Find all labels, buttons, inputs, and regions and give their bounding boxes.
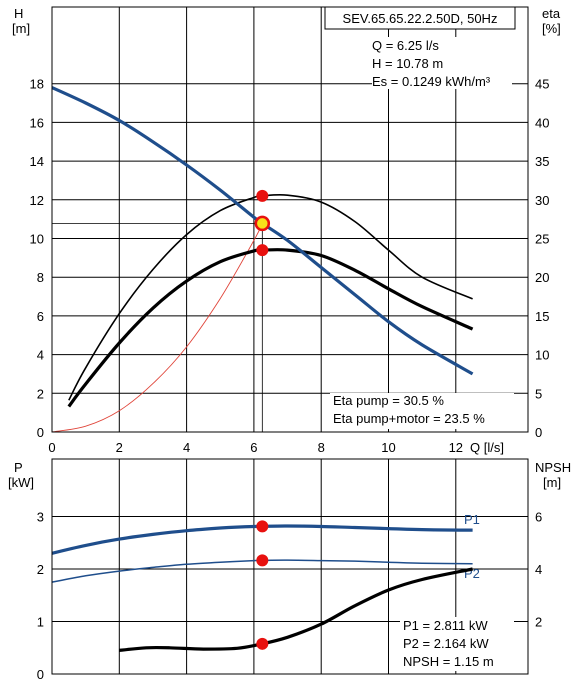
info-energy: Es = 0.1249 kWh/m³ [372,74,491,89]
x-tick-label: 10 [381,440,395,455]
info-box-bottom [400,617,514,671]
info-box-top [372,37,512,89]
x-tick-label: 12 [449,440,463,455]
eta-pump-motor-curve [67,248,474,408]
y-right-tick-label: 5 [535,386,542,401]
x-axis-label: Q [l/s] [470,440,504,455]
y-left-tick-label: 10 [30,232,44,247]
power-point-marker [256,554,269,567]
y-right-tick-label: 25 [535,232,549,247]
y-right-tick-label: 0 [535,425,542,440]
info-head: H = 10.78 m [372,56,443,71]
y-right-tick-label: 20 [535,270,549,285]
y-right-unit-top: [%] [542,21,561,36]
chart-title: SEV.65.65.22.2.50D, 50Hz [343,11,498,26]
y-left-tick-label: 18 [30,77,44,92]
x-tick-label: 0 [48,440,55,455]
bottom-chart-grid: 0 1 2 3 2 4 6 [37,459,542,682]
y-right-tick-label: 15 [535,309,549,324]
npsh-curve [119,567,473,652]
duty-point-markers [254,189,271,650]
info-p2: P2 = 2.164 kW [403,636,489,651]
y-left-tick-label: 6 [37,309,44,324]
eta-pump-text: Eta pump = 30.5 % [333,393,444,408]
eta-motor-text: Eta pump+motor = 23.5 % [333,411,485,426]
eta-box [330,393,514,429]
info-npsh: NPSH = 1.15 m [403,654,494,669]
y-left-tick-label: 8 [37,270,44,285]
top-chart-frame [51,6,529,433]
x-tick-label: 2 [116,440,123,455]
power-point-marker [256,520,269,533]
duty-point-marker [254,215,271,232]
y-right-tick-label: 45 [535,77,549,92]
y-left-tick-label: 14 [30,154,44,169]
y-left-unit-bottom: [kW] [8,475,34,490]
y-right-tick-label: 35 [535,154,549,169]
y-left-tick-label: 4 [37,348,44,363]
y-left-label-bottom: P [14,460,23,475]
x-tick-label: 6 [250,440,257,455]
eta-point-marker [256,189,269,202]
top-chart-curves [51,86,474,433]
y-left-unit-top: [m] [12,21,30,36]
p-tick-label: 1 [37,615,44,630]
p-tick-label: 0 [37,667,44,682]
p1-series-label: P1 [464,512,480,527]
x-tick-label: 8 [318,440,325,455]
p-tick-label: 2 [37,562,44,577]
power-point-marker [256,637,269,650]
y-left-tick-label: 12 [30,193,44,208]
y-right-tick-label: 10 [535,348,549,363]
y-right-label-top: eta [542,6,561,21]
info-p1: P1 = 2.811 kW [403,618,488,633]
y-right-label-bottom: NPSH [535,460,571,475]
x-tick-label: 4 [183,440,190,455]
y-left-tick-label: 0 [37,425,44,440]
top-chart-grid: 0 2 4 6 8 10 12 0 2 4 6 8 10 12 14 16 18 0 5 10 15 20 25 30 35 40… [30,7,549,455]
npsh-tick-label: 2 [535,615,542,630]
y-right-unit-bottom: [m] [543,475,561,490]
system-curve [51,223,263,433]
y-right-tick-label: 30 [535,193,549,208]
y-left-tick-label: 2 [37,386,44,401]
eta-pump-curve [68,193,473,401]
y-left-tick-label: 16 [30,115,44,130]
y-right-tick-label: 40 [535,115,549,130]
bottom-chart-frame [51,458,529,675]
npsh-tick-label: 4 [535,562,542,577]
info-flow: Q = 6.25 l/s [372,38,439,53]
eta-point-marker [256,244,269,257]
npsh-tick-label: 6 [535,510,542,525]
y-left-label-top: H [14,6,23,21]
p-tick-label: 3 [37,510,44,525]
